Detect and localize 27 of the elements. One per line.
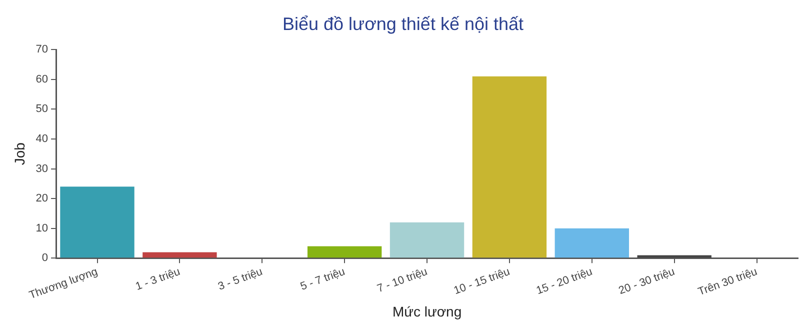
y-tick-label: 60 — [36, 73, 48, 86]
bar — [637, 255, 712, 258]
x-tick-label: 15 - 20 triệu — [534, 266, 594, 298]
bar — [472, 76, 547, 258]
bar — [60, 186, 134, 258]
y-tick-label: 70 — [36, 44, 48, 56]
x-tick-label: Trên 30 triệu — [696, 266, 759, 298]
bar — [390, 222, 464, 258]
x-tick-label: Thương lượng — [28, 266, 100, 302]
y-tick-label: 30 — [36, 162, 48, 175]
y-axis-title: Job — [11, 142, 28, 166]
x-tick-label: 5 - 7 triệu — [298, 266, 347, 293]
x-tick-label: 7 - 10 triệu — [376, 266, 430, 296]
x-tick-label: 3 - 5 triệu — [216, 266, 264, 293]
y-tick-label: 40 — [36, 133, 48, 146]
bar — [307, 246, 382, 258]
bar — [554, 228, 629, 258]
x-tick-label: 1 - 3 triệu — [134, 266, 182, 293]
y-tick-label: 0 — [42, 252, 48, 264]
x-tick-label: 20 - 30 triệu — [617, 266, 676, 298]
y-tick-label: 20 — [36, 192, 48, 205]
chart-title: Biểu đồ lương thiết kế nội thất — [282, 14, 524, 34]
y-tick-label: 50 — [36, 103, 48, 116]
bar — [142, 252, 217, 258]
x-axis-title: Mức lương — [392, 303, 462, 320]
x-tick-label: 10 - 15 triệu — [452, 266, 512, 298]
y-tick-label: 10 — [36, 222, 48, 234]
